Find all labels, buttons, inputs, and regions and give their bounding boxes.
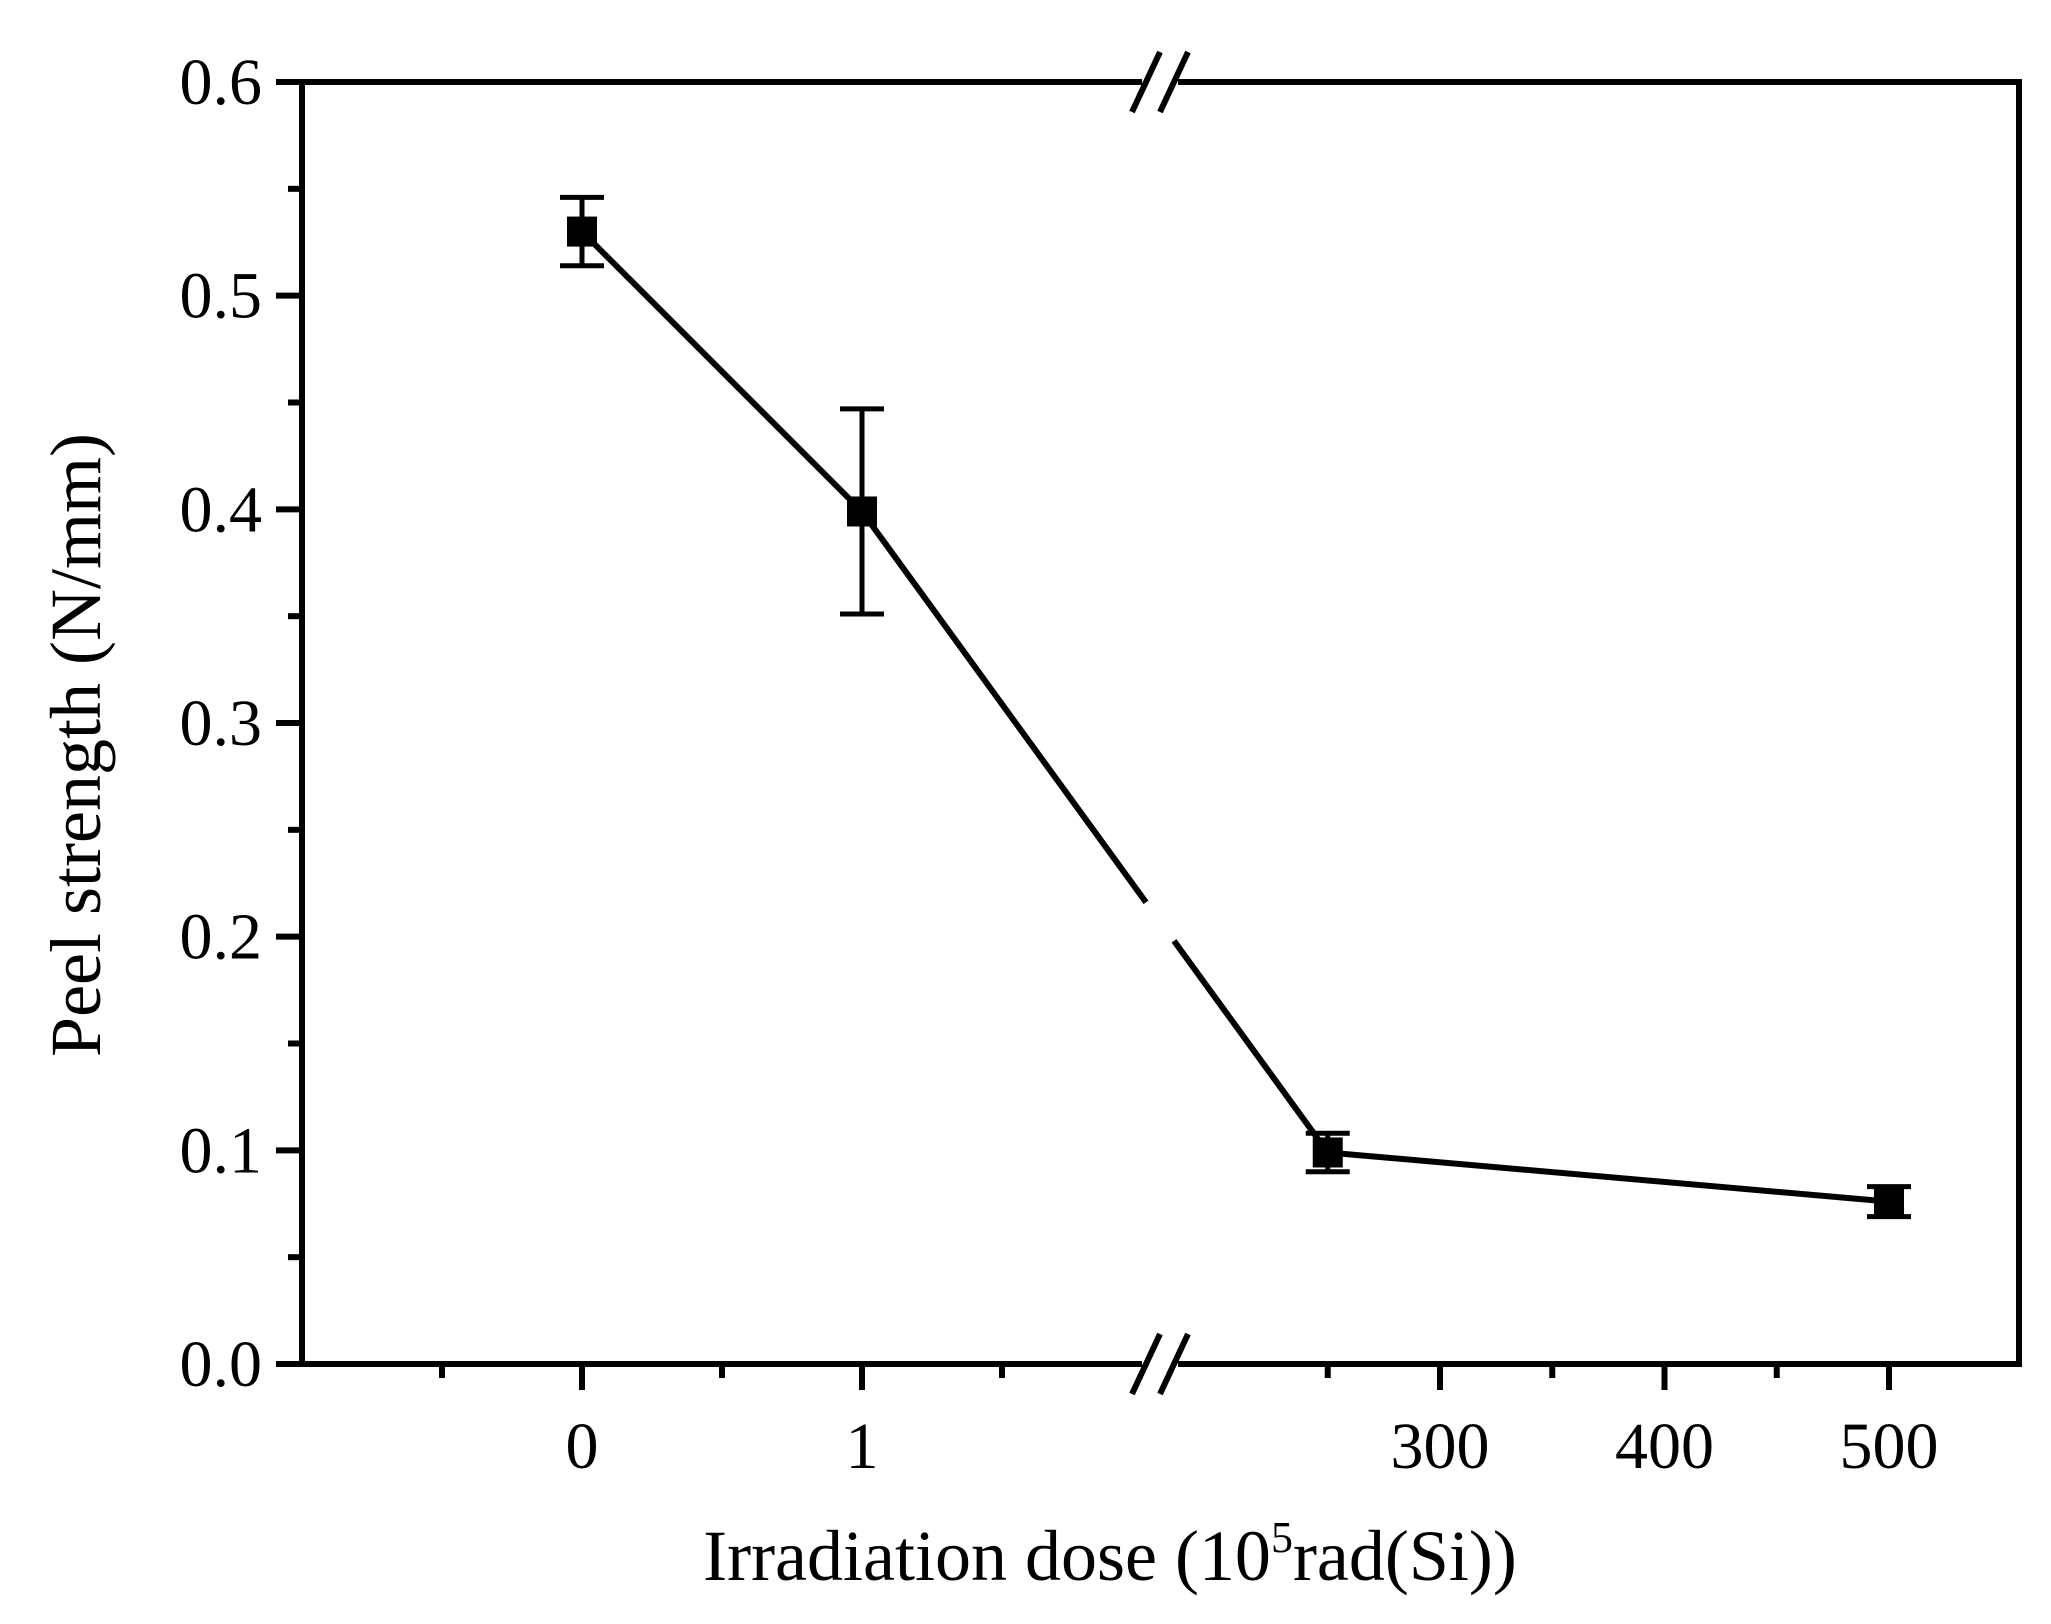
series-line-segment — [579, 229, 865, 514]
data-series — [560, 194, 1911, 1220]
x-tick-label: 0 — [566, 1410, 599, 1483]
data-point-marker — [1312, 1137, 1343, 1168]
tick-labels: 0.0 0.1 0.2 0.3 0.4 0.5 0.6 0 1 300 400 500 — [180, 46, 1939, 1483]
series-line-segment — [1171, 939, 1331, 1155]
x-tick-label: 500 — [1840, 1410, 1939, 1483]
y-axis-title: Peel strength (N/mm) — [36, 433, 116, 1057]
series-line-segment — [1327, 1149, 1890, 1205]
y-tick-label: 0.6 — [180, 46, 263, 119]
y-tick-label: 0.2 — [180, 901, 263, 974]
top-axis-break-mark — [1157, 50, 1191, 114]
data-point-marker — [847, 496, 877, 527]
x-tick-label: 1 — [846, 1410, 879, 1483]
data-point-marker — [1874, 1186, 1904, 1217]
x-tick-label: 300 — [1391, 1410, 1490, 1483]
x-axis-title-prefix: Irradiation dose (10 — [703, 1516, 1271, 1596]
axes — [276, 50, 2022, 1396]
data-point-marker — [567, 216, 597, 247]
x-axis-title-suffix: rad(Si)) — [1293, 1516, 1517, 1596]
x-axis-title-superscript: 5 — [1271, 1513, 1293, 1562]
x-axis-title: Irradiation dose (105rad(Si)) — [703, 1513, 1517, 1596]
y-tick-label: 0.5 — [180, 260, 263, 333]
y-tick-label: 0.1 — [180, 1114, 263, 1187]
series-line-segment — [859, 509, 1149, 905]
bottom-axis-break-mark — [1157, 1332, 1191, 1396]
top-axis-break-mark — [1129, 50, 1163, 114]
y-tick-label: 0.4 — [180, 473, 263, 546]
y-tick-label: 0.3 — [180, 687, 263, 760]
bottom-axis-break-mark — [1129, 1332, 1163, 1396]
x-tick-label: 400 — [1615, 1410, 1714, 1483]
y-tick-label: 0.0 — [180, 1328, 263, 1401]
